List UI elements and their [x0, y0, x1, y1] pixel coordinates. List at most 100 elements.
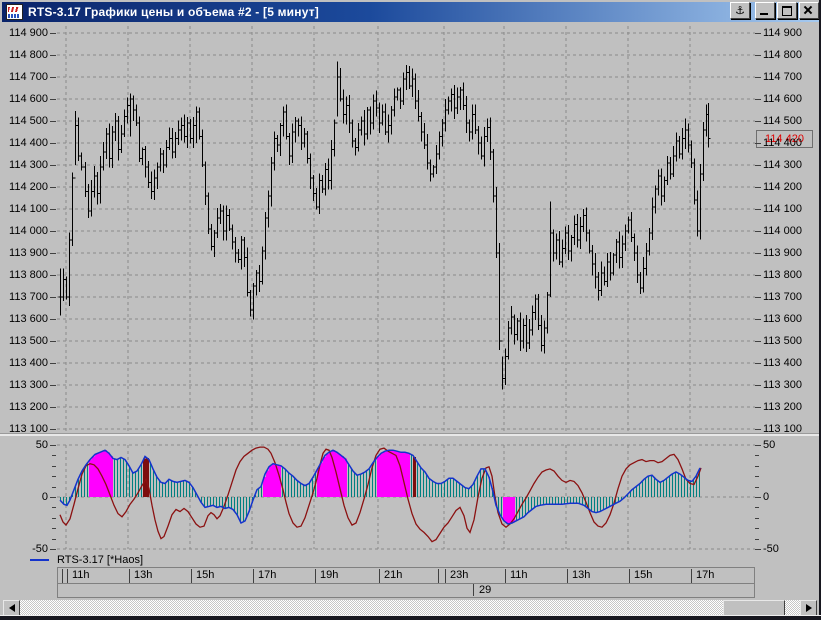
osc-tick-right [755, 528, 759, 530]
price-label-right: 113 200 [763, 401, 802, 413]
oscillator-chart[interactable] [57, 437, 755, 553]
price-tick-right [755, 429, 761, 430]
price-tick-left [50, 55, 56, 56]
window-bottom-edge [0, 615, 821, 620]
price-tick-left [50, 297, 56, 298]
price-tick-right [755, 209, 761, 210]
anchor-button[interactable]: ⚓ [730, 2, 750, 19]
series-label: RTS-3.17 [*Haos] [57, 554, 144, 566]
hour-tick [191, 569, 192, 583]
scroll-left-button[interactable] [3, 600, 20, 616]
hour-label: 15h [634, 569, 653, 581]
price-label-left: 113 800 [9, 269, 48, 281]
price-tick-left [50, 165, 56, 166]
hour-label: 23h [450, 569, 469, 581]
price-tick-left [50, 429, 56, 430]
price-tick-left [50, 341, 56, 342]
price-tick-right [755, 275, 761, 276]
price-tick-right [755, 55, 761, 56]
horizontal-scrollbar[interactable] [3, 600, 817, 616]
price-label-right: 114 900 [763, 27, 802, 39]
close-button[interactable] [799, 2, 819, 19]
price-tick-right [755, 407, 761, 408]
osc-tick-left [52, 476, 56, 478]
osc-tick-left [52, 455, 56, 457]
price-label-left: 114 800 [9, 49, 48, 61]
price-label-right: 113 400 [763, 357, 802, 369]
hour-axis[interactable]: 11h 13h 15h 17h 19h 21h 23h 11h 13h 15h 17h [57, 567, 755, 584]
osc-tick-right [755, 476, 759, 478]
oscillator-line-blue [59, 449, 701, 525]
osc-tick-right [755, 497, 761, 498]
price-label-left: 113 100 [9, 423, 48, 435]
price-tick-left [50, 33, 56, 34]
window-title: RTS-3.17 Графики цены и объема #2 - [5 м… [28, 5, 320, 19]
day-label: 29 [479, 584, 492, 596]
price-tick-left [50, 143, 56, 144]
maximize-button[interactable] [777, 2, 797, 19]
price-tick-left [50, 363, 56, 364]
hour-minor-tick [438, 569, 439, 583]
minimize-button[interactable] [755, 2, 775, 19]
osc-tick-left [52, 517, 56, 519]
price-label-left: 113 700 [9, 291, 48, 303]
hour-label: 11h [72, 569, 90, 581]
hour-tick [505, 569, 506, 583]
titlebar[interactable]: RTS-3.17 Графики цены и объема #2 - [5 м… [2, 2, 819, 22]
hour-tick [253, 569, 254, 583]
histogram-magenta-bars [88, 450, 516, 524]
price-label-left: 113 200 [9, 401, 48, 413]
price-tick-left [50, 99, 56, 100]
price-label-left: 114 100 [9, 203, 48, 215]
osc-tick-left [52, 538, 56, 540]
histogram-teal-bars [60, 454, 700, 522]
close-icon [803, 5, 813, 15]
price-tick-left [50, 187, 56, 188]
osc-tick-right [755, 517, 759, 519]
hour-tick [445, 569, 446, 583]
osc-label-left: -50 [32, 543, 48, 555]
price-tick-left [50, 209, 56, 210]
scroll-right-button[interactable] [800, 600, 817, 616]
price-label-right: 113 700 [763, 291, 802, 303]
osc-tick-left [52, 465, 56, 467]
osc-tick-left [52, 507, 56, 509]
price-label-right: 114 200 [763, 181, 802, 193]
price-label-right: 114 800 [763, 49, 802, 61]
price-label-left: 114 400 [9, 137, 48, 149]
hour-label: 19h [320, 569, 339, 581]
day-axis[interactable]: 29 [57, 583, 755, 598]
hour-tick [567, 569, 568, 583]
price-label-left: 113 300 [9, 379, 48, 391]
arrow-left-icon [8, 604, 15, 612]
osc-label-right: 50 [763, 439, 776, 451]
price-tick-left [50, 319, 56, 320]
price-tick-right [755, 165, 761, 166]
price-tick-left [50, 275, 56, 276]
price-label-left: 114 600 [9, 93, 48, 105]
price-tick-right [755, 297, 761, 298]
price-label-right: 113 500 [763, 335, 802, 347]
price-tick-right [755, 99, 761, 100]
price-chart[interactable] [57, 26, 755, 431]
price-tick-right [755, 33, 761, 34]
price-tick-right [755, 363, 761, 364]
window-right-edge [819, 0, 821, 620]
price-tick-left [50, 385, 56, 386]
osc-tick-left [52, 486, 56, 488]
hour-label: 13h [572, 569, 591, 581]
osc-tick-right [755, 486, 759, 488]
price-label-left: 114 900 [9, 27, 48, 39]
price-tick-left [50, 121, 56, 122]
price-tick-left [50, 77, 56, 78]
osc-tick-right [755, 455, 759, 457]
scrollbar-track[interactable] [20, 600, 800, 616]
osc-tick-left [52, 528, 56, 530]
osc-tick-right [755, 445, 761, 446]
price-label-left: 114 300 [9, 159, 48, 171]
day-tick [473, 584, 474, 596]
last-price-badge: 114 420 [756, 130, 813, 148]
scrollbar-thumb[interactable] [723, 600, 785, 616]
panel-separator [0, 433, 821, 436]
price-label-right: 114 100 [763, 203, 802, 215]
